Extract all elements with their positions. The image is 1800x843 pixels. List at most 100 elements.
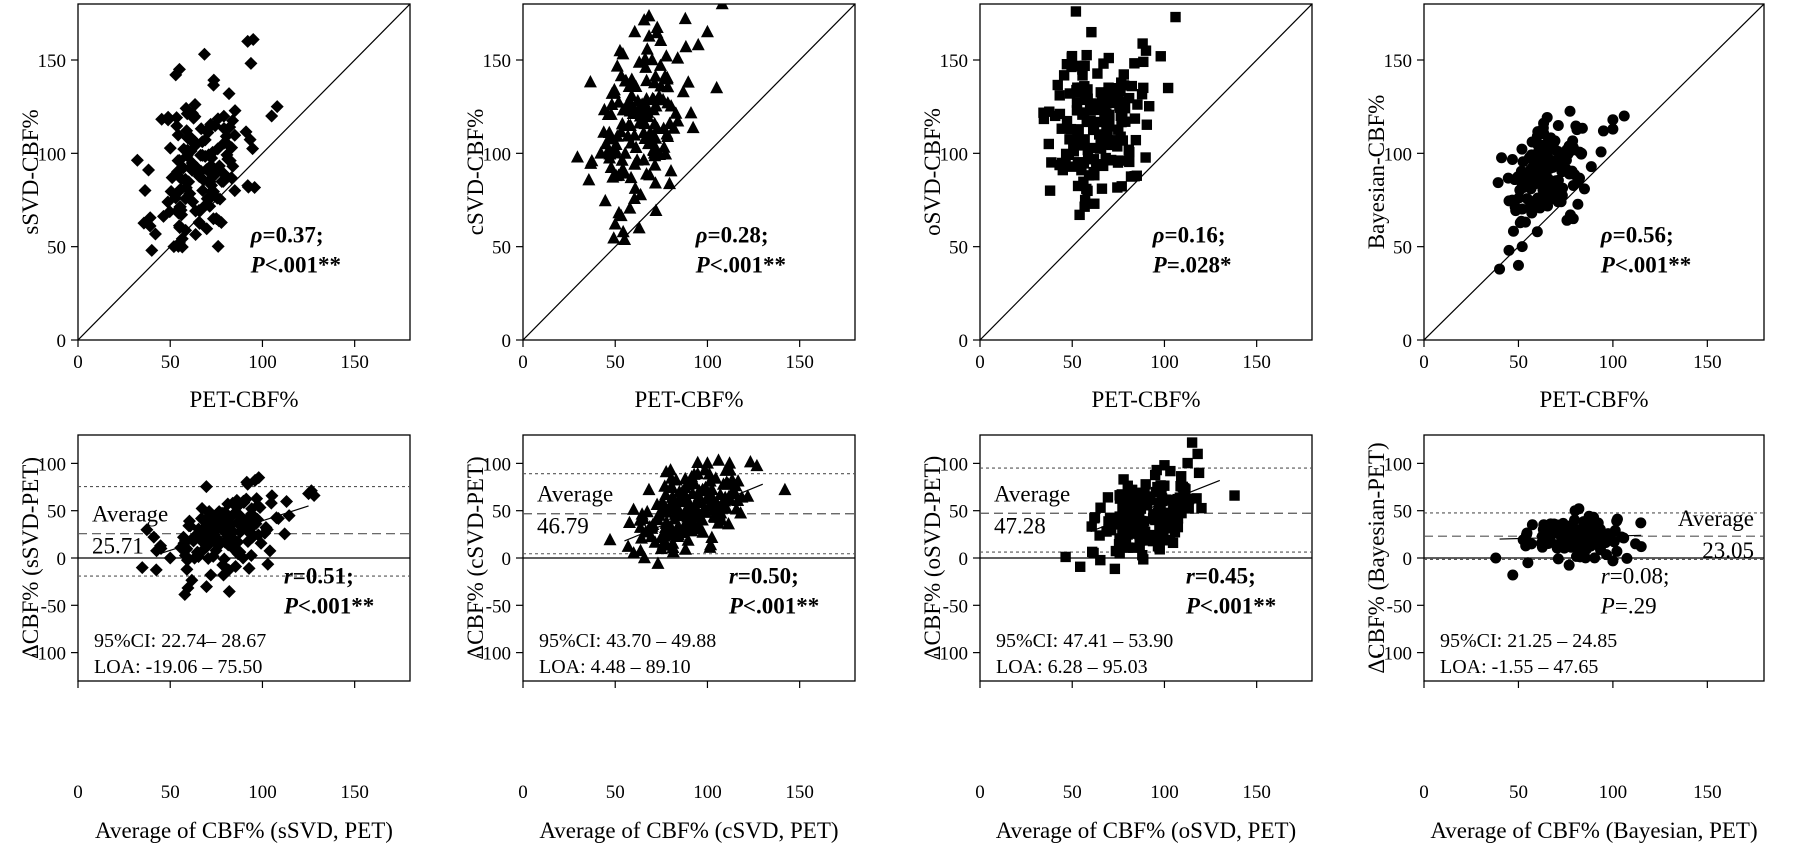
stat-variable: r [284, 564, 294, 589]
data-point [1182, 457, 1193, 469]
data-point [204, 190, 218, 204]
data-point [1086, 26, 1097, 38]
data-point [625, 88, 639, 102]
data-point [1118, 69, 1129, 80]
data-point [172, 236, 186, 250]
data-point [278, 527, 292, 541]
data-point [1564, 105, 1576, 117]
data-point [1576, 538, 1588, 550]
x-tick-label: 0 [975, 782, 985, 803]
data-point [1118, 80, 1130, 91]
data-point [715, 4, 729, 10]
data-point [1507, 569, 1519, 581]
data-point [696, 525, 710, 538]
data-point [1517, 534, 1529, 546]
y-tick-label: 50 [492, 502, 511, 523]
data-point [1496, 152, 1508, 164]
data-point [1561, 214, 1573, 226]
data-point [1535, 537, 1547, 549]
data-point [621, 539, 635, 552]
data-point [1573, 503, 1585, 515]
data-point [1589, 552, 1601, 564]
data-point [637, 125, 651, 139]
data-point [1526, 519, 1538, 531]
data-point [1102, 492, 1114, 503]
data-point [614, 68, 628, 82]
stat-line-1: r=0.51; [284, 564, 354, 589]
data-point [648, 176, 662, 189]
plot-area [523, 453, 855, 569]
data-point [703, 486, 717, 499]
data-point [270, 100, 284, 114]
data-point [185, 573, 199, 587]
data-point [1082, 144, 1094, 156]
y-axis-label: Bayesian-CBF% [1364, 95, 1389, 250]
data-point [188, 110, 202, 124]
data-point [1597, 125, 1609, 137]
data-point [703, 540, 717, 553]
average-value: 25.71 [92, 534, 144, 559]
data-point [1172, 521, 1184, 533]
x-axis-label: Average of CBF% (Bayesian, PET) [1430, 818, 1757, 843]
data-point [1523, 165, 1535, 177]
data-point [1502, 172, 1514, 184]
data-point [1192, 448, 1203, 460]
plot-area [980, 4, 1312, 340]
data-point [1114, 548, 1125, 559]
data-point [1117, 111, 1128, 123]
data-point [719, 463, 733, 476]
data-point [211, 239, 225, 253]
data-point [640, 504, 654, 518]
data-point [1140, 479, 1151, 490]
data-point [679, 542, 693, 555]
data-point [140, 523, 154, 537]
ci-text: 95%CI: 43.70 – 49.88 [539, 630, 716, 652]
data-point [1138, 82, 1149, 94]
stat-line-2: P=.028* [1152, 253, 1232, 278]
data-point [1137, 549, 1148, 561]
data-point [1056, 123, 1067, 134]
data-point [204, 516, 218, 530]
data-point [1229, 490, 1240, 501]
data-point [1077, 109, 1088, 120]
data-point [627, 128, 641, 141]
plot-area [78, 4, 410, 340]
data-point [1585, 161, 1597, 173]
data-point [612, 205, 626, 219]
data-point [179, 181, 193, 195]
data-point [1129, 113, 1141, 124]
data-point [585, 153, 599, 167]
data-point [265, 109, 279, 123]
data-point [601, 143, 615, 156]
data-point [1054, 90, 1065, 101]
data-point [612, 95, 626, 108]
data-point [1038, 107, 1049, 118]
x-tick-label: 100 [693, 782, 722, 803]
data-point [605, 86, 619, 99]
data-point [1544, 182, 1556, 194]
data-point [710, 80, 724, 94]
y-tick-label: 100 [940, 144, 969, 165]
data-point [1183, 503, 1194, 514]
x-tick-label: 50 [161, 352, 180, 373]
data-point [664, 164, 678, 177]
data-point [1072, 157, 1084, 168]
data-point [642, 29, 656, 42]
y-tick-label: 100 [483, 144, 512, 165]
data-point [239, 125, 253, 139]
y-tick-label: -50 [486, 596, 511, 617]
data-point [282, 509, 296, 523]
data-point [246, 142, 260, 156]
data-point [640, 42, 654, 55]
data-point [570, 150, 584, 163]
data-point [629, 140, 643, 153]
data-point [659, 49, 673, 62]
data-point [616, 47, 630, 60]
data-point [1549, 135, 1561, 147]
data-point [1070, 6, 1082, 17]
y-axis-label: sSVD-CBF% [18, 109, 43, 234]
data-point [1126, 484, 1138, 496]
regression-line [624, 483, 764, 542]
data-point [623, 201, 637, 214]
data-point [599, 136, 613, 150]
